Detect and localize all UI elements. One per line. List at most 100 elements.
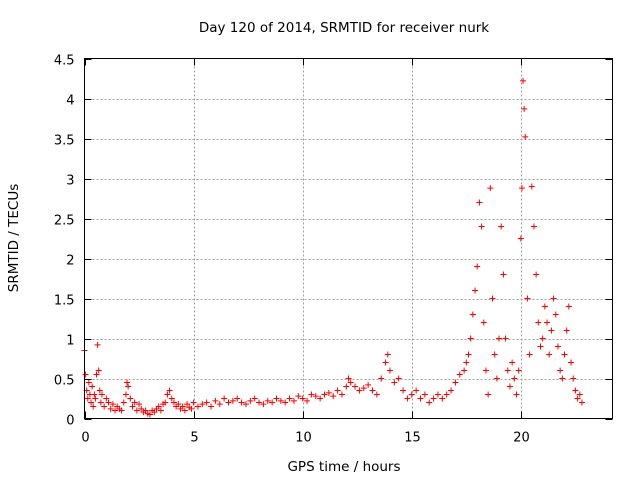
data-point [467,335,474,342]
data-point [478,223,485,230]
x-tick-label: 0 [81,431,89,446]
chart-title: Day 120 of 2014, SRMTID for receiver nur… [199,20,489,36]
data-point [491,351,498,358]
data-point [347,379,354,386]
data-point [151,409,158,416]
data-point [365,381,372,388]
data-point [517,235,524,242]
data-point [216,401,223,408]
data-point [277,397,284,404]
data-point [286,395,293,402]
data-point [511,375,518,382]
data-point [400,387,407,394]
data-point [373,391,380,398]
data-point [317,395,324,402]
data-point [439,395,446,402]
axis-ticks: 0 0.5 1 1.5 2 2.5 3 3.5 4 4.5 0 5 10 15 20 [54,54,613,446]
y-axis-label: SRMTID / TECUs [6,184,22,292]
data-point [256,399,263,406]
data-point [184,401,191,408]
data-point [498,223,505,230]
data-point [489,295,496,302]
data-point [548,327,555,334]
data-point [572,387,579,394]
y-tick-label: 3.5 [54,134,75,149]
data-point [138,405,145,412]
data-point [312,393,319,400]
data-point [537,343,544,350]
data-point [164,391,171,398]
data-point [506,383,513,390]
data-point [133,407,140,414]
data-point [384,351,391,358]
data-point [168,395,175,402]
data-point [251,395,258,402]
data-point [107,405,114,412]
data-point [541,303,548,310]
y-tick-label: 4 [66,94,74,109]
x-axis-label: GPS time / hours [287,459,400,475]
data-point [89,383,96,390]
data-point [480,319,487,326]
data-point [90,403,97,410]
data-points [81,77,585,418]
data-point [544,319,551,326]
data-point [448,387,455,394]
data-point [194,403,201,410]
data-point [554,343,561,350]
data-point [386,367,393,374]
data-point [122,391,129,398]
data-point [91,391,98,398]
data-point [369,387,376,394]
data-point [352,383,359,390]
data-point [188,405,195,412]
y-tick-label: 2.5 [54,214,75,229]
grid [84,58,613,419]
data-point [234,395,241,402]
data-point [356,387,363,394]
data-point [127,395,134,402]
data-point [299,395,306,402]
data-point [330,393,337,400]
data-point [131,399,138,406]
data-point [82,371,89,378]
data-point [273,395,280,402]
data-point [190,399,197,406]
data-point [502,335,509,342]
y-tick-label: 3 [66,174,74,189]
data-point [500,271,507,278]
data-point [290,397,297,404]
data-point [101,403,108,410]
data-point [264,397,271,404]
data-point [456,371,463,378]
y-tick-label: 0 [66,414,74,429]
data-point [382,359,389,366]
data-point [395,375,402,382]
data-point [105,399,112,406]
data-point [208,403,215,410]
data-point [125,383,132,390]
data-point [430,395,437,402]
data-point [345,375,352,382]
data-point [443,391,450,398]
data-point [520,77,527,84]
data-point [321,391,328,398]
data-point [94,341,101,348]
data-point [528,183,535,190]
data-point [221,395,228,402]
data-point [524,295,531,302]
x-tick-label: 15 [404,431,421,446]
data-point [136,401,143,408]
data-point [408,391,415,398]
data-point [166,387,173,394]
data-point [360,385,367,392]
data-point [170,399,177,406]
data-point [334,387,341,394]
data-point [391,379,398,386]
data-point [526,351,533,358]
data-point [157,407,164,414]
data-point [515,367,522,374]
data-point [563,327,570,334]
y-tick-label: 4.5 [54,54,75,69]
data-point [155,403,162,410]
